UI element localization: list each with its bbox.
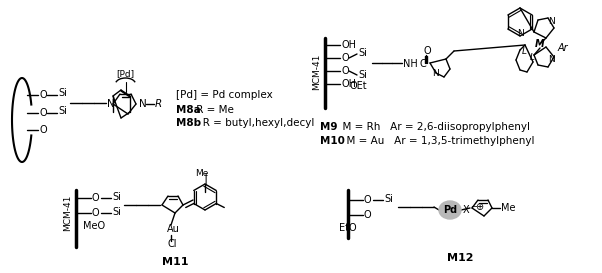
Text: Me: Me bbox=[501, 203, 515, 213]
Text: ⊕: ⊕ bbox=[475, 202, 483, 212]
Text: O: O bbox=[39, 108, 46, 118]
Text: MeO: MeO bbox=[83, 221, 105, 231]
Text: O: O bbox=[39, 125, 46, 135]
Text: OH: OH bbox=[341, 79, 356, 89]
Text: M8b: M8b bbox=[176, 118, 201, 128]
Text: R: R bbox=[155, 99, 163, 109]
Text: R = Me: R = Me bbox=[193, 105, 234, 115]
Text: [Pd] = Pd complex: [Pd] = Pd complex bbox=[176, 90, 273, 100]
Text: O: O bbox=[39, 90, 46, 100]
Text: M = Rh   Ar = 2,6-diisopropylphenyl: M = Rh Ar = 2,6-diisopropylphenyl bbox=[336, 122, 530, 132]
Text: O: O bbox=[341, 53, 349, 63]
Text: N: N bbox=[139, 99, 147, 109]
Text: M9: M9 bbox=[320, 122, 338, 132]
Text: Cl: Cl bbox=[168, 239, 178, 249]
Text: O: O bbox=[92, 193, 99, 203]
Text: N: N bbox=[432, 70, 439, 79]
Text: N: N bbox=[107, 99, 115, 109]
Text: M8a: M8a bbox=[176, 105, 200, 115]
Text: O: O bbox=[364, 195, 371, 205]
Text: Si: Si bbox=[358, 70, 367, 80]
Text: M = Au   Ar = 1,3,5-trimethylphenyl: M = Au Ar = 1,3,5-trimethylphenyl bbox=[340, 136, 535, 146]
Text: N: N bbox=[548, 17, 555, 26]
Text: N: N bbox=[548, 55, 555, 64]
Text: C: C bbox=[419, 59, 426, 69]
Text: OH: OH bbox=[341, 40, 356, 50]
Text: EtO: EtO bbox=[339, 223, 356, 233]
Text: NH: NH bbox=[403, 59, 418, 69]
Text: N: N bbox=[517, 29, 524, 38]
Text: Ar: Ar bbox=[558, 43, 569, 53]
Text: Pd: Pd bbox=[443, 205, 457, 215]
Text: O: O bbox=[424, 46, 432, 56]
Text: M12: M12 bbox=[447, 253, 473, 263]
Text: Si: Si bbox=[58, 106, 67, 116]
Text: Si: Si bbox=[58, 88, 67, 98]
Text: L: L bbox=[522, 48, 527, 57]
Text: Si: Si bbox=[112, 192, 121, 202]
Text: Si: Si bbox=[112, 207, 121, 217]
Text: |: | bbox=[203, 173, 207, 185]
Text: MCM-41: MCM-41 bbox=[312, 54, 321, 90]
Text: O: O bbox=[92, 208, 99, 218]
Text: M10: M10 bbox=[320, 136, 345, 146]
Text: Me: Me bbox=[195, 168, 209, 177]
Text: [Pd]: [Pd] bbox=[116, 70, 135, 79]
Text: X: X bbox=[463, 205, 470, 215]
Text: M: M bbox=[535, 39, 545, 49]
Text: OEt: OEt bbox=[349, 81, 367, 91]
Text: L: L bbox=[530, 54, 535, 63]
Text: Si: Si bbox=[384, 194, 393, 204]
Text: Si: Si bbox=[358, 48, 367, 58]
Text: MCM-41: MCM-41 bbox=[63, 195, 72, 231]
Text: −: − bbox=[470, 203, 477, 212]
Ellipse shape bbox=[439, 201, 461, 219]
Text: O: O bbox=[341, 66, 349, 76]
Text: R = butyl,hexyl,decyl: R = butyl,hexyl,decyl bbox=[193, 118, 314, 128]
Text: M11: M11 bbox=[162, 257, 188, 267]
Text: O: O bbox=[364, 210, 371, 220]
Text: Au: Au bbox=[167, 224, 180, 234]
